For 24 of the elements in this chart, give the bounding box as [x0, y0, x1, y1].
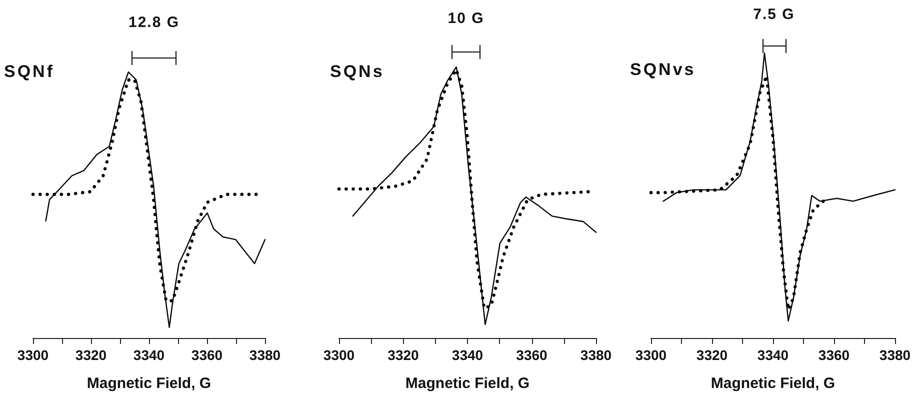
x-tick-label: 3300 [17, 347, 49, 363]
x-tick-label: 3360 [516, 347, 548, 363]
x-axis-title: Magnetic Field, G [86, 375, 212, 392]
x-tick-label: 3380 [580, 347, 612, 363]
x-axis-title: Magnetic Field, G [710, 375, 836, 392]
x-tick-label: 3360 [818, 347, 850, 363]
x-tick-label: 3340 [133, 347, 165, 363]
annotation: SQNvs [630, 60, 696, 80]
annotation: SQNs [330, 62, 384, 82]
x-tick-label: 3360 [191, 347, 223, 363]
x-tick-label: 3300 [323, 347, 355, 363]
x-axis-title: Magnetic Field, G [405, 375, 530, 392]
x-tick-label: 3340 [757, 347, 789, 363]
x-tick-label: 3320 [696, 347, 728, 363]
annotation: SQNf [4, 62, 54, 82]
text: 7.5 G [753, 6, 795, 23]
x-tick-label: 3320 [75, 347, 107, 363]
text: 10 G [448, 10, 484, 27]
x-tick-label: 3320 [388, 347, 420, 363]
x-tick-label: 3340 [452, 347, 484, 363]
x-tick-label: 3380 [879, 347, 911, 363]
x-tick-label: 3300 [635, 347, 667, 363]
x-tick-label: 3380 [249, 347, 281, 363]
text: 12.8 G [128, 14, 180, 31]
